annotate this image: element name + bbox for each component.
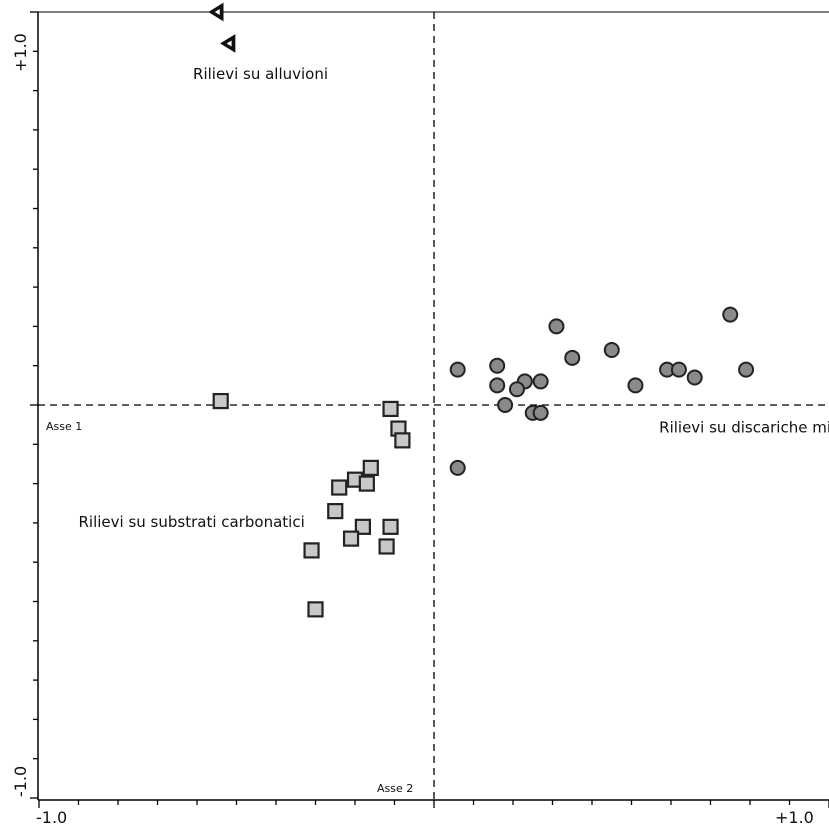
data-point-triangle-inner [226,40,232,47]
data-point-square [212,392,229,410]
data-point-circle [722,306,739,323]
data-point-circle [670,361,687,378]
data-point-circle [686,369,703,386]
data-point-square [307,601,324,618]
data-point-circle [449,361,466,378]
data-point-circle [532,404,549,421]
data-point-circle [738,361,755,378]
data-point-square [382,400,399,418]
data-point-square [394,432,411,449]
data-point-square [342,530,360,547]
group-label: Rilievi su discariche minerarie [659,419,829,437]
data-point-square [378,538,395,555]
data-points [208,2,755,618]
data-point-triangle-inner [214,9,220,15]
data-point-square [327,503,344,520]
data-point-circle [497,397,514,413]
data-point-square [303,542,320,559]
x-tick-label-max: +1.0 [775,808,814,827]
data-point-circle [532,373,549,390]
data-point-circle [603,341,620,358]
data-point-square [354,518,371,535]
group-label: Rilievi su alluvioni [193,65,328,83]
group-label: Rilievi su substrati carbonatici [79,513,305,531]
data-point-circle [489,377,506,394]
data-point-square [331,479,348,496]
data-point-circle [564,349,581,366]
y-tick-label-min: -1.0 [11,766,30,797]
x-tick-label-min: -1.0 [36,808,67,827]
axis-ticks [30,11,829,808]
data-point-circle [489,357,506,374]
y-tick-label-max: +1.0 [11,33,30,72]
data-point-square [358,475,375,492]
y-axis-name: Asse 2 [377,782,413,795]
data-point-circle [627,377,644,394]
data-point-square [382,518,399,535]
data-point-circle [449,459,466,476]
data-point-circle [548,318,565,335]
x-axis-name: Asse 1 [46,420,82,433]
data-point-square [362,459,379,476]
annotations: Rilievi su alluvioni Rilievi su discarich… [79,65,829,531]
data-point-circle [508,381,525,398]
